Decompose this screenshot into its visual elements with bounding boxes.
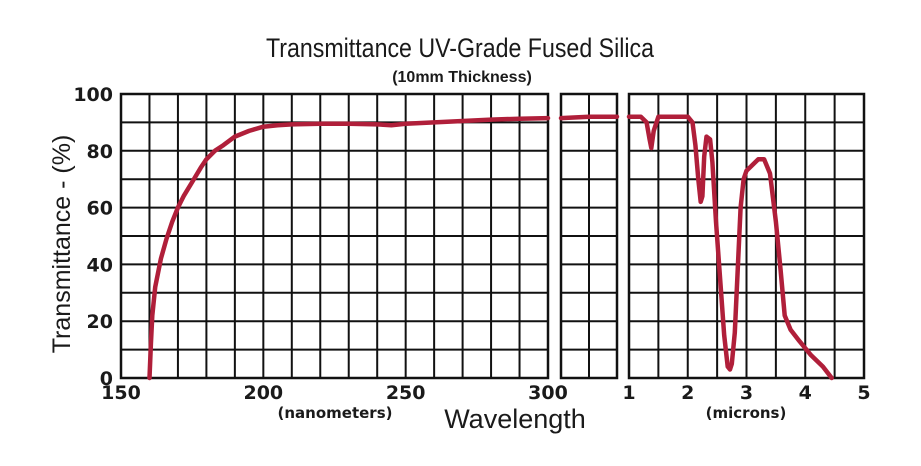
panel-3: 1 2 3 4 5 (microns) bbox=[622, 92, 871, 422]
panel-frame bbox=[559, 92, 619, 380]
panel-frame bbox=[627, 92, 866, 380]
x-tick-label: 4 bbox=[799, 382, 812, 404]
x-tick-label: 250 bbox=[386, 382, 426, 404]
panel-1: 150 200 250 300 (nanometers) bbox=[101, 92, 568, 422]
y-tick-label: 20 bbox=[87, 311, 113, 333]
x-tick-label: 2 bbox=[681, 382, 694, 404]
transmittance-line bbox=[147, 115, 551, 381]
x-tick-label: 300 bbox=[528, 382, 568, 404]
chart-subtitle: (10mm Thickness) bbox=[392, 69, 532, 86]
y-axis-label: Transmittance - (%) bbox=[48, 135, 76, 354]
transmittance-line bbox=[558, 114, 620, 121]
y-tick-label: 80 bbox=[87, 141, 113, 163]
chart-title: Transmittance UV-Grade Fused Silica bbox=[266, 33, 655, 63]
x-unit-label: (microns) bbox=[706, 404, 787, 422]
y-tick-label: 0 bbox=[100, 368, 113, 390]
y-tick-label: 40 bbox=[87, 254, 113, 276]
y-axis-ticks: 0 20 40 60 80 100 bbox=[73, 84, 113, 390]
x-unit-label: (nanometers) bbox=[278, 404, 393, 422]
x-tick-label: 3 bbox=[740, 382, 753, 404]
x-tick-label: 200 bbox=[243, 382, 283, 404]
panel-frame bbox=[119, 92, 550, 380]
x-tick-label: 5 bbox=[857, 382, 870, 404]
x-tick-label: 150 bbox=[101, 382, 141, 404]
panel-2 bbox=[558, 92, 620, 380]
x-tick-label: 1 bbox=[622, 382, 635, 404]
plot-area: 150 200 250 300 (nanometers) 1 2 3 4 5 (microns) 0 2… bbox=[73, 84, 870, 422]
x-axis-label: Wavelength bbox=[444, 404, 586, 434]
y-tick-label: 100 bbox=[73, 84, 113, 106]
transmittance-line bbox=[626, 114, 834, 381]
y-tick-label: 60 bbox=[87, 198, 113, 220]
